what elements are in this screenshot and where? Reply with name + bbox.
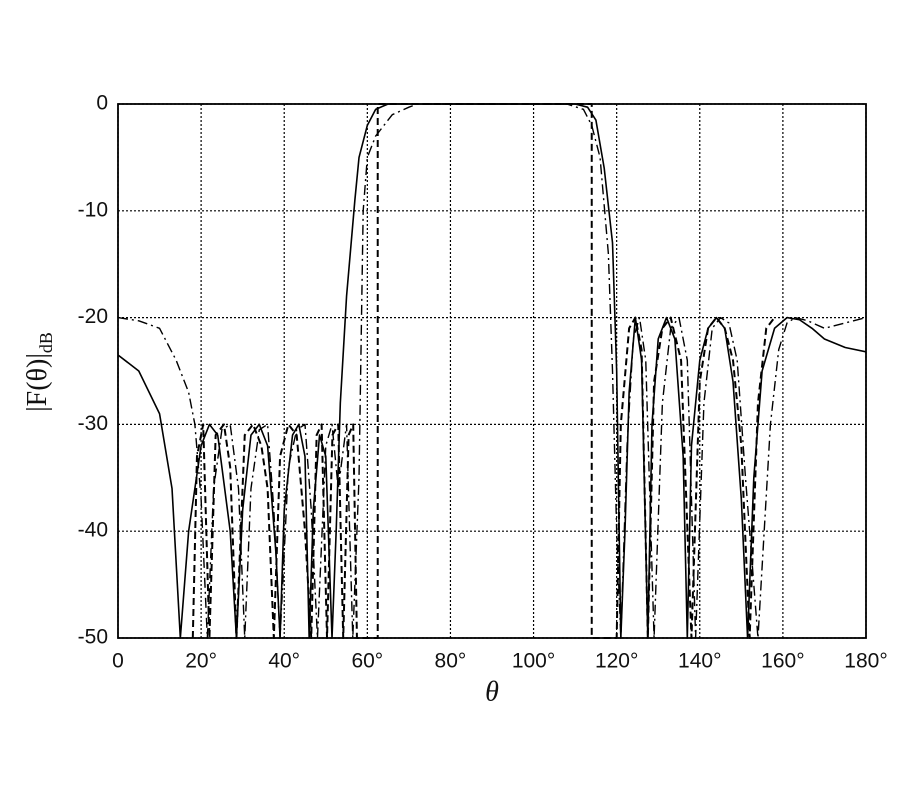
series-line	[118, 103, 866, 639]
plot-frame	[117, 103, 867, 639]
x-tick-label: 60°	[351, 650, 383, 673]
x-tick-label: 40°	[268, 650, 300, 673]
x-tick-label: 20°	[185, 650, 217, 673]
x-tick-label: 140°	[678, 650, 721, 673]
y-axis-label-sub: dB	[36, 332, 56, 353]
x-tick-label: 120°	[595, 650, 638, 673]
series-line	[118, 103, 866, 639]
x-tick-label: 80°	[435, 650, 467, 673]
y-tick-label: -30	[78, 412, 108, 435]
plot-area	[118, 103, 866, 639]
y-tick-label: -10	[78, 198, 108, 221]
y-tick-label: -50	[78, 626, 108, 649]
x-tick-label: 100°	[512, 650, 555, 673]
y-tick-label: -20	[78, 305, 108, 328]
x-axis-label: θ	[485, 676, 499, 707]
y-axis-label-main: |F(θ)|	[22, 353, 53, 412]
y-axis-label: |F(θ)|dB	[22, 332, 56, 412]
x-tick-label: 160°	[761, 650, 804, 673]
y-tick-label: 0	[96, 92, 108, 115]
series-line	[191, 103, 776, 639]
y-tick-label: -40	[78, 519, 108, 542]
x-tick-label: 180°	[844, 650, 887, 673]
y-axis-label-group: |F(θ)|dB	[22, 332, 56, 412]
x-tick-label: 0	[112, 650, 124, 673]
